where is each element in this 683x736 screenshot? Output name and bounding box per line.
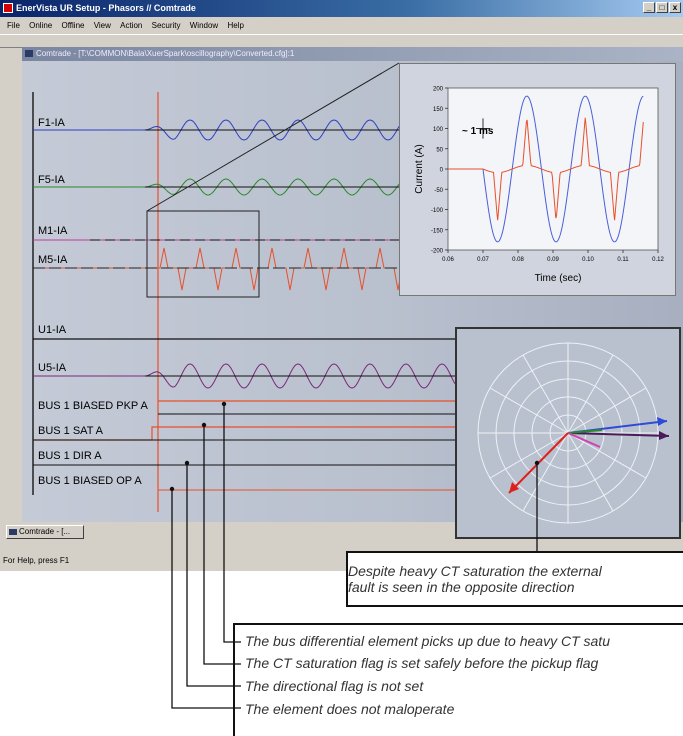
- phasor-pink: [567, 432, 601, 448]
- app-icon: [3, 3, 13, 13]
- phasor-purple: [567, 432, 670, 437]
- polar-spoke: [489, 387, 569, 434]
- note-pickup: The bus differential element picks up du…: [245, 633, 610, 649]
- child-window-title: Comtrade - [T:\COMMON\Bala\XuerSpark\osc…: [36, 49, 295, 58]
- inset-axes: 200 150 100 50 0 -50 -100 -150 -200 0.06 0.07 0.08 0…: [431, 87, 665, 264]
- inset-x-tick-label: 0.12: [652, 257, 664, 263]
- phasor-polar-plot: [455, 327, 681, 539]
- inset-y-tick-label: -200: [431, 249, 444, 255]
- inset-x-tick-label: 0.09: [547, 257, 559, 263]
- polar-spoke: [567, 387, 647, 434]
- inset-y-tick-label: -150: [431, 228, 444, 234]
- signal-label-bus-sat: BUS 1 SAT A: [38, 425, 104, 437]
- inset-y-tick-label: -100: [431, 208, 444, 214]
- inset-chart-svg: 200 150 100 50 0 -50 -100 -150 -200 0.06 0.07 0.08 0…: [414, 87, 665, 285]
- signal-label-u5: U5-IA: [38, 362, 67, 374]
- signal-label-bus-dir: BUS 1 DIR A: [38, 450, 102, 462]
- polar-spoke: [567, 432, 647, 479]
- note-saturation: The CT saturation flag is set safely bef…: [245, 655, 599, 671]
- inset-x-axis-label: Time (sec): [535, 273, 582, 284]
- inset-series: [448, 95, 644, 243]
- menu-action[interactable]: Action: [120, 21, 143, 30]
- minimize-button[interactable]: _: [643, 2, 655, 13]
- window-controls: _ □ x: [643, 2, 681, 13]
- callout-line-1: Despite heavy CT saturation the external: [348, 563, 602, 579]
- flags-notes: The bus differential element picks up du…: [233, 623, 683, 736]
- direction-callout: Despite heavy CT saturation the external…: [346, 551, 683, 607]
- inset-y-tick-label: -50: [434, 188, 443, 194]
- phasor-arrows: [508, 417, 670, 494]
- phasor-purple-head: [659, 431, 669, 440]
- inset-x-tick-label: 0.10: [582, 257, 594, 263]
- signal-label-m1: M1-IA: [38, 225, 68, 237]
- menu-help[interactable]: Help: [227, 21, 244, 30]
- callout-line-2: fault is seen in the opposite direction: [348, 579, 575, 595]
- inset-y-tick-label: 100: [433, 127, 444, 133]
- toolbar: [0, 34, 683, 48]
- inset-y-tick-label: 0: [440, 168, 444, 174]
- polar-spoke: [489, 432, 569, 479]
- menu-view[interactable]: View: [93, 21, 111, 30]
- note-directional: The directional flag is not set: [245, 678, 424, 694]
- inset-x-tick-label: 0.08: [512, 257, 524, 263]
- menu-online[interactable]: Online: [29, 21, 53, 30]
- menu-bar: File Online Offline View Action Security…: [0, 18, 683, 33]
- polar-spoke: [522, 432, 569, 512]
- comtrade-icon: [9, 529, 17, 535]
- taskbar-item[interactable]: Comtrade - [...: [6, 525, 84, 539]
- taskbar-item-label: Comtrade - [...: [19, 527, 71, 536]
- signal-label-bus-pkp: BUS 1 BIASED PKP A: [38, 400, 148, 412]
- status-bar: For Help, press F1: [0, 551, 683, 571]
- window-title: EnerVista UR Setup - Phasors // Comtrade: [16, 3, 196, 13]
- menu-window[interactable]: Window: [189, 21, 219, 30]
- inset-x-tick-label: 0.06: [442, 257, 454, 263]
- phasor-blue-head: [657, 417, 667, 426]
- phasor-red-head: [509, 482, 519, 493]
- menu-offline[interactable]: Offline: [61, 21, 85, 30]
- polar-svg: [477, 342, 670, 524]
- inset-y-tick-label: 200: [433, 87, 444, 93]
- inset-y-tick-label: 150: [433, 107, 444, 113]
- inset-y-tick-label: 50: [436, 147, 443, 153]
- inset-y-axis-label: Current (A): [414, 144, 425, 193]
- signal-label-m5: M5-IA: [38, 254, 68, 266]
- maximize-button[interactable]: □: [656, 2, 668, 13]
- signal-label-bus-op: BUS 1 BIASED OP A: [38, 475, 142, 487]
- inset-series-sine: [448, 95, 644, 243]
- signal-label-f5: F5-IA: [38, 174, 65, 186]
- note-no-maloperate: The element does not maloperate: [245, 701, 455, 717]
- comtrade-icon: [25, 50, 33, 57]
- signal-label-u1: U1-IA: [38, 324, 67, 336]
- title-bar: EnerVista UR Setup - Phasors // Comtrade…: [0, 0, 683, 17]
- signal-label-f1: F1-IA: [38, 117, 65, 129]
- inset-annotation: ~ 1 ms: [462, 126, 494, 137]
- polar-grid: [477, 342, 659, 524]
- polar-spoke: [567, 432, 614, 512]
- polar-spoke: [522, 354, 569, 434]
- menu-file[interactable]: File: [7, 21, 20, 30]
- polar-spoke: [567, 354, 614, 434]
- status-text: For Help, press F1: [3, 556, 70, 565]
- child-title-bar[interactable]: Comtrade - [T:\COMMON\Bala\XuerSpark\osc…: [22, 47, 683, 61]
- zoom-inset-chart: 200 150 100 50 0 -50 -100 -150 -200 0.06 0.07 0.08 0…: [399, 63, 676, 296]
- menu-security[interactable]: Security: [151, 21, 181, 30]
- inset-series-saturated: [448, 117, 644, 221]
- inset-x-tick-label: 0.11: [617, 257, 629, 263]
- close-button[interactable]: x: [669, 2, 681, 13]
- phasor-green: [567, 429, 603, 434]
- inset-x-tick-label: 0.07: [477, 257, 489, 263]
